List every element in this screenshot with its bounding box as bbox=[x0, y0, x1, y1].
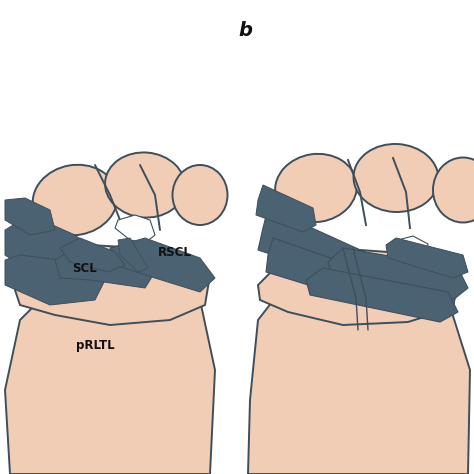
Polygon shape bbox=[258, 208, 383, 285]
Text: b: b bbox=[238, 20, 252, 39]
Text: pRLTL: pRLTL bbox=[76, 338, 114, 352]
Ellipse shape bbox=[275, 154, 357, 222]
Ellipse shape bbox=[105, 153, 185, 218]
Polygon shape bbox=[5, 215, 100, 275]
Polygon shape bbox=[328, 248, 468, 300]
Polygon shape bbox=[396, 236, 428, 258]
Text: SCL: SCL bbox=[73, 262, 97, 274]
Polygon shape bbox=[258, 248, 458, 325]
Polygon shape bbox=[55, 248, 155, 288]
Polygon shape bbox=[306, 268, 458, 322]
Ellipse shape bbox=[354, 144, 438, 212]
Polygon shape bbox=[5, 198, 55, 235]
Polygon shape bbox=[5, 255, 105, 305]
Polygon shape bbox=[5, 265, 215, 474]
Polygon shape bbox=[110, 238, 215, 292]
Text: RSCL: RSCL bbox=[158, 246, 192, 259]
Polygon shape bbox=[60, 238, 125, 272]
Polygon shape bbox=[256, 185, 316, 232]
Polygon shape bbox=[386, 238, 468, 278]
Polygon shape bbox=[118, 238, 148, 272]
Polygon shape bbox=[248, 262, 470, 474]
Ellipse shape bbox=[173, 165, 228, 225]
Polygon shape bbox=[266, 238, 403, 308]
Ellipse shape bbox=[33, 165, 117, 235]
Polygon shape bbox=[15, 245, 210, 325]
Ellipse shape bbox=[433, 157, 474, 222]
Polygon shape bbox=[115, 215, 155, 243]
